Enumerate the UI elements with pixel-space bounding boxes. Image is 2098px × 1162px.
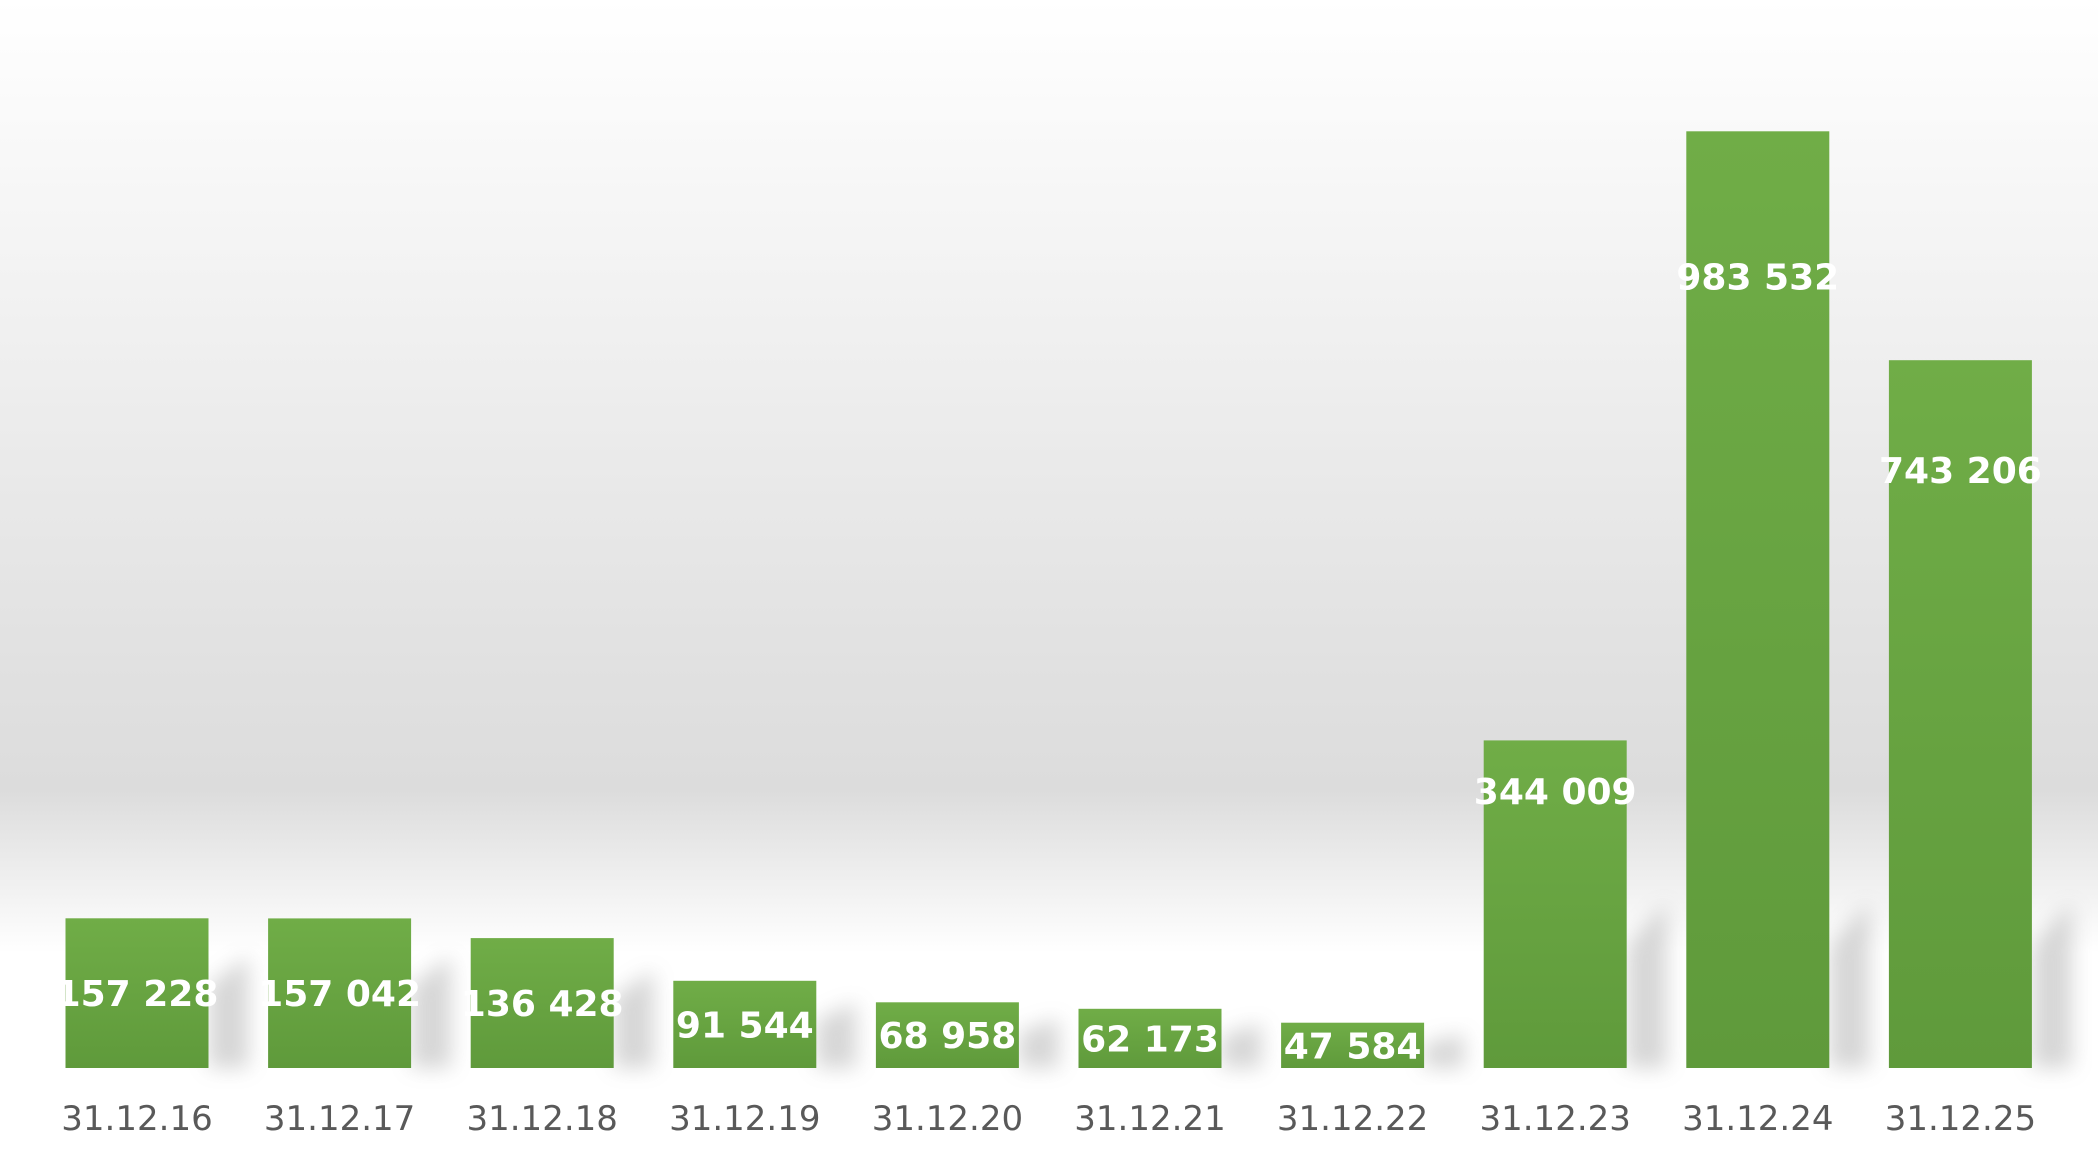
data-label: 157 042: [258, 974, 421, 1015]
bar-shadow: [2031, 903, 2072, 1068]
data-label: 68 958: [879, 1016, 1017, 1057]
data-label: 157 228: [56, 974, 219, 1015]
bar-shadow: [816, 1002, 857, 1068]
bar-shadow: [613, 970, 654, 1068]
bar: [470, 938, 614, 1068]
x-tick-label: 31.12.23: [1479, 1099, 1630, 1139]
x-axis-tick-labels: 31.12.16 31.12.17 31.12.18 31.12.19 31.12.20…: [61, 1099, 2036, 1139]
bar-shadow: [1626, 903, 1667, 1068]
x-tick-label: 31.12.16: [61, 1099, 212, 1139]
data-label: 91 544: [676, 1005, 814, 1046]
x-tick-label: 31.12.22: [1277, 1099, 1428, 1139]
bar-shadow: [1221, 1023, 1262, 1068]
bars: [65, 131, 2032, 1069]
data-label: 743 206: [1879, 451, 2042, 492]
bar: [1483, 740, 1627, 1068]
bar-shadow: [1018, 1018, 1059, 1068]
x-tick-label: 31.12.20: [872, 1099, 1023, 1139]
data-label: 136 428: [461, 984, 624, 1025]
bar: [875, 1002, 1019, 1068]
x-tick-label: 31.12.17: [264, 1099, 415, 1139]
data-label: 47 584: [1284, 1026, 1422, 1067]
bar-labels: 157 228 157 042 136 428 91 544 68 958 62 173 4…: [56, 258, 2042, 1068]
x-tick-label: 31.12.24: [1682, 1099, 1833, 1139]
data-label: 983 532: [1676, 258, 1839, 299]
x-tick-label: 31.12.19: [669, 1099, 820, 1139]
bar-shadow: [1829, 903, 1870, 1068]
bar-shadow: [208, 955, 249, 1068]
bar-shadow: [1424, 1034, 1465, 1068]
bar-shadow: [411, 955, 452, 1068]
bar: [65, 918, 209, 1068]
data-label: 344 009: [1474, 772, 1637, 813]
bar: [1078, 1008, 1222, 1068]
x-tick-label: 31.12.25: [1885, 1099, 2036, 1139]
bar: [268, 918, 412, 1068]
bar: [673, 980, 817, 1068]
x-tick-label: 31.12.18: [466, 1099, 617, 1139]
bar: [1888, 360, 2032, 1068]
bar-shadows: [208, 903, 2072, 1068]
data-label: 62 173: [1081, 1019, 1219, 1060]
bar: [1686, 131, 1830, 1069]
bar: [1281, 1022, 1425, 1068]
x-tick-label: 31.12.21: [1074, 1099, 1225, 1139]
